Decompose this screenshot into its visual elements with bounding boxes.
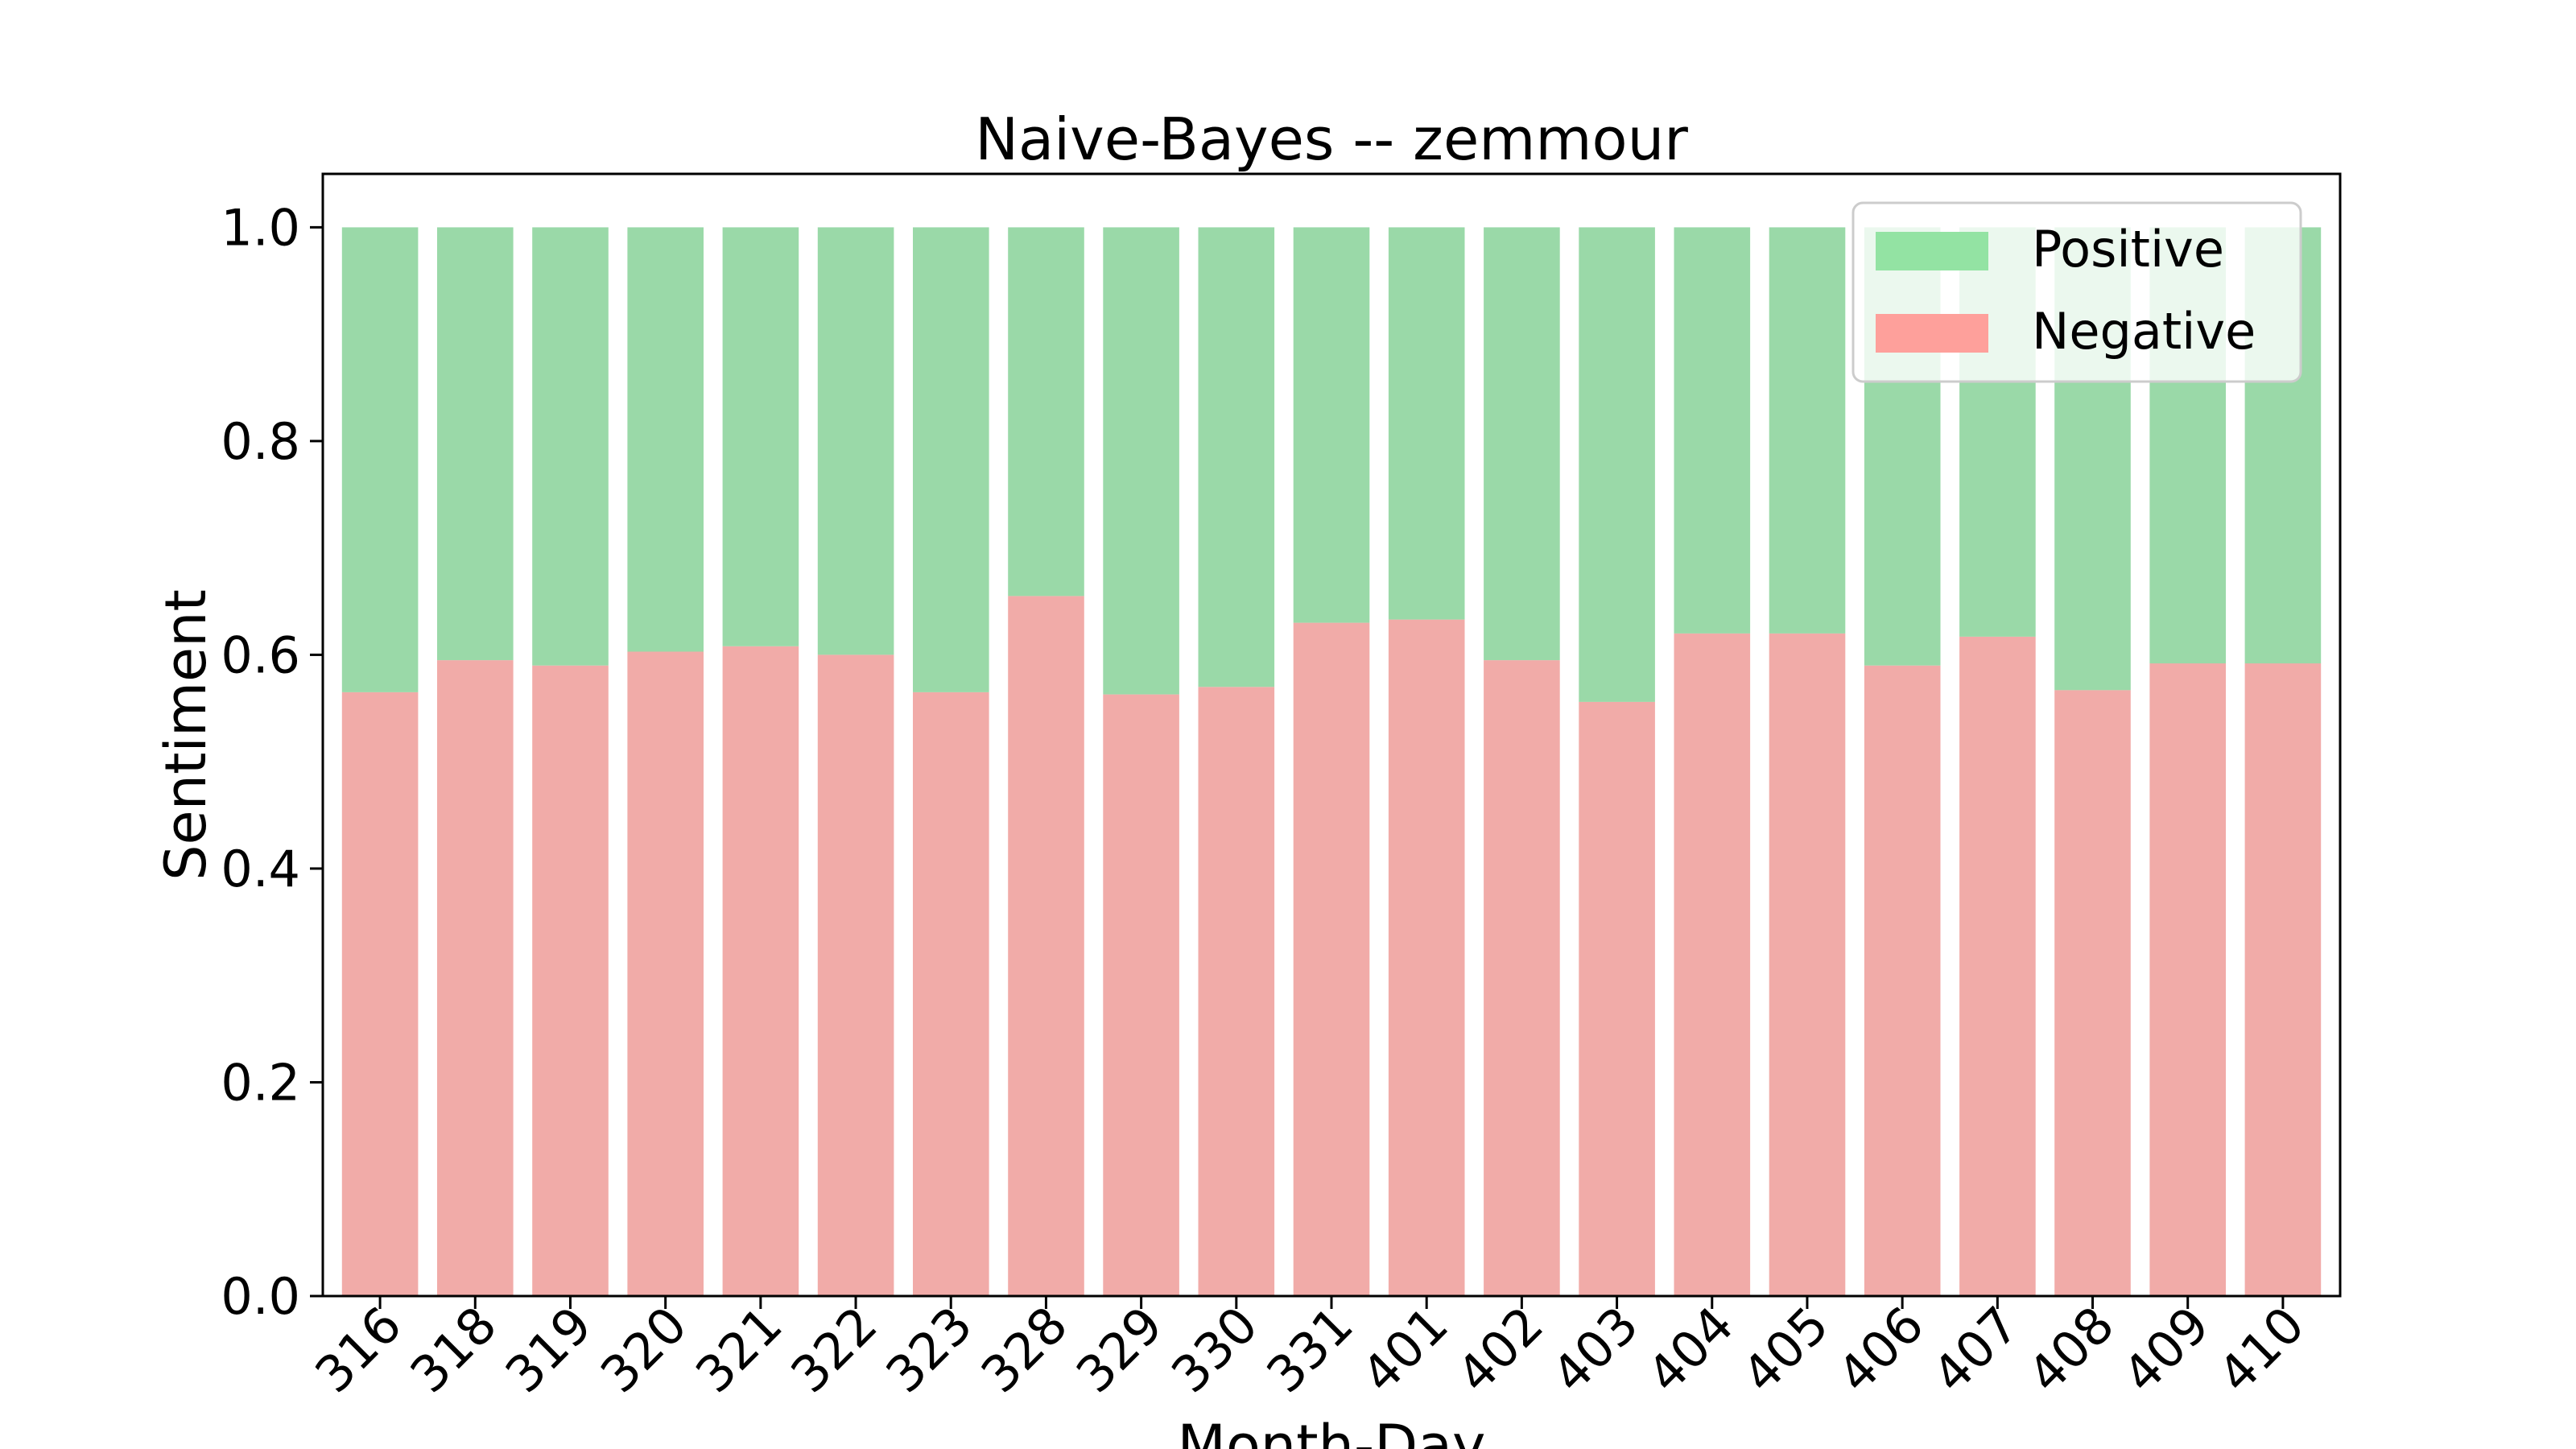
bar-negative-328 [1008,596,1084,1296]
bar-negative-316 [341,691,419,1296]
plot-frame [321,172,2342,1298]
x-tick-label-407: 407 [1922,1295,2030,1404]
x-tick-label-402: 402 [1446,1295,1554,1404]
bar-positive-323 [913,227,989,692]
bar-positive-328 [1008,227,1084,597]
x-tick-label-401: 401 [1350,1295,1459,1404]
bar-negative-405 [1769,633,1846,1296]
bar-negative-318 [437,660,514,1296]
bar-negative-331 [1293,622,1370,1296]
x-tick-label-330: 330 [1160,1295,1269,1404]
x-tick-label-323: 323 [875,1295,984,1404]
bar-positive-322 [817,227,894,655]
bar-positive-320 [627,227,704,652]
x-tick-label-329: 329 [1065,1295,1174,1404]
bar-positive-401 [1388,227,1465,620]
y-tick-label-1.0: 1.0 [221,198,300,257]
y-tick-label-0.4: 0.4 [221,840,300,898]
x-tick-label-322: 322 [779,1295,888,1404]
x-tick-label-408: 408 [2017,1295,2125,1404]
y-tick-label-0.2: 0.2 [221,1053,300,1112]
x-tick-label-321: 321 [684,1295,793,1404]
bar-negative-319 [532,665,609,1296]
legend-label-positive: Positive [2032,220,2224,279]
y-axis-label: Sentiment [153,589,219,881]
bar-positive-321 [722,227,799,646]
x-tick-label-331: 331 [1255,1295,1364,1404]
legend: Positive Negative [1852,201,2302,383]
x-tick-label-318: 318 [399,1295,508,1404]
bar-negative-407 [1959,636,2036,1296]
x-tick-label-316: 316 [303,1295,412,1404]
y-tick-label-0.6: 0.6 [221,625,300,684]
x-tick-label-409: 409 [2112,1295,2220,1404]
bar-positive-331 [1293,227,1370,623]
x-tick-label-319: 319 [494,1295,603,1404]
legend-label-negative: Negative [2032,302,2256,361]
y-tick-label-0.0: 0.0 [221,1267,300,1326]
bar-negative-404 [1674,633,1751,1296]
y-axis: 0.0 0.2 0.4 0.6 0.8 1.0 [221,198,323,1326]
bar-negative-409 [2149,663,2226,1296]
bar-positive-316 [341,227,419,692]
bar-negative-321 [722,646,799,1296]
x-tick-label-406: 406 [1826,1295,1934,1404]
bar-negative-323 [913,691,989,1296]
x-axis-label: Month-Day [1178,1413,1486,1449]
x-tick-label-405: 405 [1731,1295,1839,1404]
bar-negative-330 [1198,687,1275,1296]
x-tick-label-328: 328 [970,1295,1079,1404]
legend-swatch-negative [1876,314,1988,353]
x-axis: 3163183193203213223233283293303314014024… [303,1295,2315,1404]
bar-negative-406 [1864,665,1941,1296]
bar-negative-401 [1388,619,1465,1296]
bar-positive-404 [1674,227,1751,634]
bar-positive-330 [1198,227,1275,687]
bar-negative-320 [627,651,704,1296]
x-tick-label-404: 404 [1636,1295,1744,1404]
bar-positive-403 [1579,227,1655,702]
legend-swatch-positive [1876,232,1988,270]
bar-positive-402 [1484,227,1560,661]
bar-positive-329 [1103,227,1179,695]
bar-positive-319 [532,227,609,666]
bars-layer [341,227,2322,1296]
bar-negative-322 [817,654,894,1296]
bar-positive-318 [437,227,514,661]
y-tick-label-0.8: 0.8 [221,412,300,471]
bar-negative-402 [1484,660,1560,1296]
chart-title: Naive-Bayes -- zemmour [975,105,1688,173]
bar-negative-403 [1579,701,1655,1296]
bar-positive-405 [1769,227,1846,634]
x-tick-label-403: 403 [1541,1295,1649,1404]
x-tick-label-410: 410 [2207,1295,2315,1404]
bar-negative-329 [1103,694,1179,1296]
bar-negative-408 [2054,690,2131,1296]
bar-negative-410 [2244,663,2322,1296]
x-tick-label-320: 320 [589,1295,698,1404]
